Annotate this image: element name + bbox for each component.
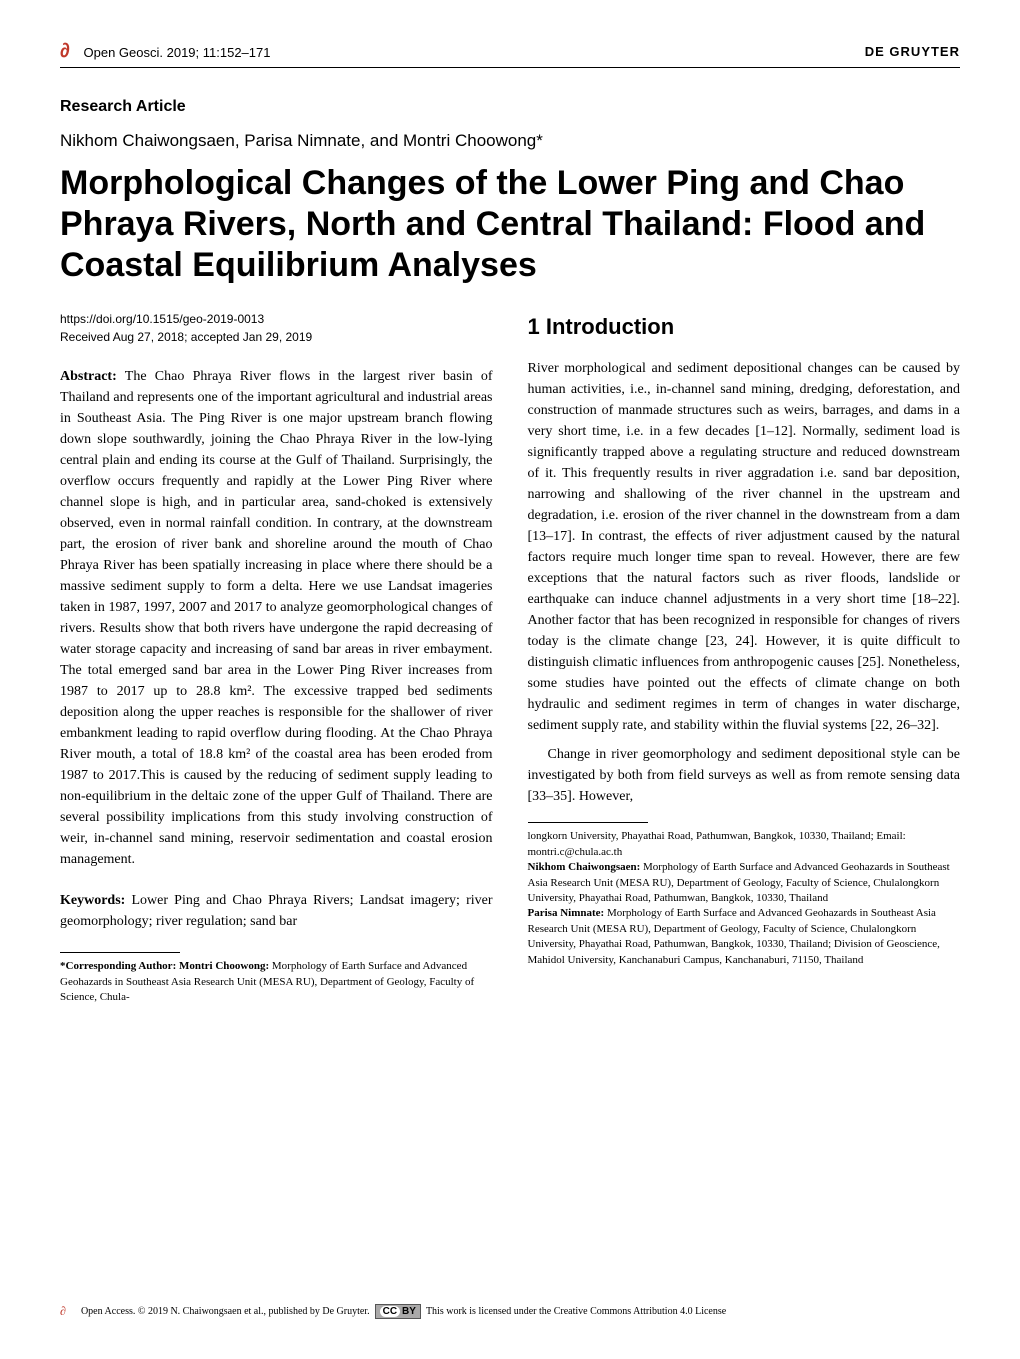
- abstract-block: Abstract: The Chao Phraya River flows in…: [60, 366, 493, 870]
- doi-block: https://doi.org/10.1515/geo-2019-0013 Re…: [60, 310, 493, 346]
- footnote-divider: [60, 952, 180, 953]
- footnote-author-3: Parisa Nimnate: Morphology of Earth Surf…: [528, 906, 961, 968]
- left-column: https://doi.org/10.1515/geo-2019-0013 Re…: [60, 310, 493, 1005]
- cc-icon: CC: [380, 1306, 400, 1317]
- keywords-paragraph: Keywords: Lower Ping and Chao Phraya Riv…: [60, 890, 493, 932]
- received-dates: Received Aug 27, 2018; accepted Jan 29, …: [60, 328, 493, 346]
- keywords-text: Lower Ping and Chao Phraya Rivers; Lands…: [60, 893, 493, 929]
- publisher-name: DE GRUYTER: [865, 44, 960, 59]
- keywords-label: Keywords:: [60, 893, 125, 908]
- article-title: Morphological Changes of the Lower Ping …: [60, 163, 960, 285]
- footnote-label: *Corresponding Author: Montri Choowong:: [60, 960, 269, 972]
- footnote-corresponding-author: *Corresponding Author: Montri Choowong: …: [60, 959, 493, 1005]
- open-access-icon-footer: ∂: [60, 1304, 66, 1319]
- header-left: ∂ Open Geosci. 2019; 11:152–171: [60, 40, 270, 63]
- cc-badge-icon: CC BY: [375, 1304, 421, 1319]
- page-footer: ∂ Open Access. © 2019 N. Chaiwongsaen et…: [60, 1304, 960, 1319]
- abstract-paragraph: Abstract: The Chao Phraya River flows in…: [60, 366, 493, 870]
- footnote-continuation: longkorn University, Phayathai Road, Pat…: [528, 829, 961, 860]
- abstract-text: The Chao Phraya River flows in the large…: [60, 369, 493, 867]
- footer-license-text: This work is licensed under the Creative…: [426, 1306, 726, 1317]
- footnote-author-2: Nikhom Chaiwongsaen: Morphology of Earth…: [528, 860, 961, 906]
- right-column: 1 Introduction River morphological and s…: [528, 310, 961, 1005]
- abstract-label: Abstract:: [60, 369, 117, 384]
- intro-para-1: River morphological and sediment deposit…: [528, 358, 961, 736]
- footnote-label-2: Nikhom Chaiwongsaen:: [528, 861, 641, 873]
- footnote-label-3: Parisa Nimnate:: [528, 907, 605, 919]
- article-type: Research Article: [60, 98, 960, 116]
- by-icon: BY: [402, 1306, 416, 1317]
- doi-link[interactable]: https://doi.org/10.1515/geo-2019-0013: [60, 310, 493, 328]
- authors-line: Nikhom Chaiwongsaen, Parisa Nimnate, and…: [60, 131, 960, 151]
- open-access-icon: ∂: [60, 40, 70, 62]
- intro-para-2: Change in river geomorphology and sedime…: [528, 744, 961, 807]
- footer-open-access-text: Open Access. © 2019 N. Chaiwongsaen et a…: [81, 1306, 370, 1317]
- keywords-block: Keywords: Lower Ping and Chao Phraya Riv…: [60, 890, 493, 932]
- main-content: https://doi.org/10.1515/geo-2019-0013 Re…: [60, 310, 960, 1005]
- footnote-divider-right: [528, 822, 648, 823]
- section-1-heading: 1 Introduction: [528, 310, 961, 343]
- page-header: ∂ Open Geosci. 2019; 11:152–171 DE GRUYT…: [60, 40, 960, 68]
- journal-reference: Open Geosci. 2019; 11:152–171: [84, 45, 271, 60]
